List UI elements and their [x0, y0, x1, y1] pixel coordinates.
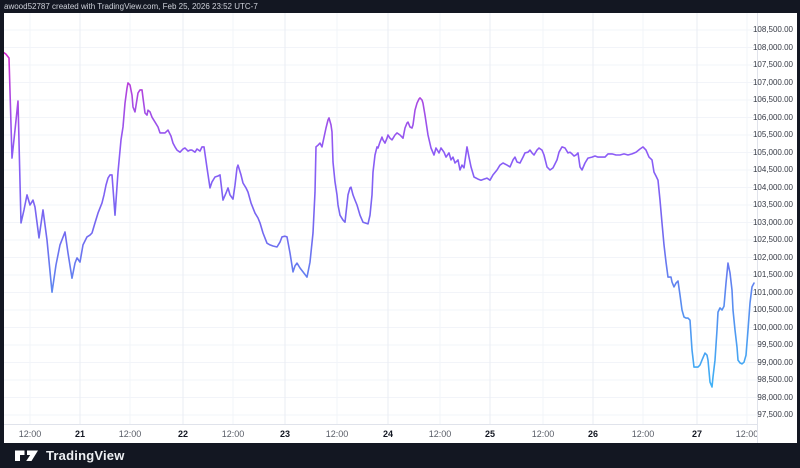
- price-tick-label: 98,500.00: [757, 375, 793, 384]
- time-tick-label-day: 25: [484, 429, 496, 439]
- price-tick-label: 103,000.00: [752, 217, 793, 227]
- price-tick-label: 102,000.00: [752, 252, 793, 262]
- price-tick-label: 105,000.00: [752, 147, 793, 157]
- time-tick-label-day: 21: [74, 429, 86, 439]
- price-tick-label: 104,000.00: [752, 182, 793, 192]
- tradingview-brand-text[interactable]: TradingView: [46, 448, 125, 463]
- price-tick-label: 101,500.00: [752, 270, 793, 279]
- price-tick-label: 105,500.00: [752, 130, 793, 139]
- footer-bar: TradingView: [0, 443, 800, 468]
- left-frame-strip: [0, 13, 4, 443]
- time-tick-label-hour: 12:00: [735, 429, 757, 439]
- price-axis[interactable]: 108,500.00 108,000.00 107,500.00 107,000.00…: [753, 13, 797, 443]
- time-axis[interactable]: 12:00 21 12:00 22 12:00 23 12:00 24 12:00 25 12:00…: [4, 424, 757, 443]
- time-tick-label-day: 24: [382, 429, 394, 439]
- time-tick-label-hour: 12:00: [428, 429, 452, 439]
- price-tick-label: 104,500.00: [752, 165, 793, 174]
- price-tick-label: 99,000.00: [757, 357, 793, 367]
- snapshot-header-bar: awood52787 created with TradingView.com,…: [0, 0, 800, 13]
- time-tick-label-hour: 12:00: [18, 429, 42, 439]
- price-chart-canvas[interactable]: [4, 13, 757, 424]
- tradingview-logo-icon[interactable]: [14, 448, 39, 463]
- price-tick-label: 103,500.00: [752, 200, 793, 209]
- time-tick-label-day: 22: [177, 429, 189, 439]
- grid-lines: [4, 13, 757, 424]
- price-tick-label: 107,500.00: [752, 60, 793, 69]
- price-line-series: [4, 51, 755, 388]
- snapshot-attribution: awood52787 created with TradingView.com,…: [4, 2, 258, 11]
- time-tick-label-hour: 12:00: [221, 429, 245, 439]
- price-tick-label: 101,000.00: [752, 287, 793, 297]
- price-tick-label: 106,500.00: [752, 95, 793, 104]
- price-tick-label: 108,000.00: [752, 42, 793, 52]
- price-tick-label: 108,500.00: [752, 25, 793, 34]
- time-tick-label-hour: 12:00: [531, 429, 555, 439]
- price-tick-label: 97,500.00: [757, 410, 793, 419]
- price-tick-label: 102,500.00: [752, 235, 793, 244]
- right-frame-strip: [797, 13, 800, 443]
- price-tick-label: 107,000.00: [752, 77, 793, 87]
- time-tick-label-hour: 12:00: [631, 429, 655, 439]
- time-tick-label-day: 26: [587, 429, 599, 439]
- time-tick-label-day: 27: [691, 429, 703, 439]
- time-tick-label-day: 23: [279, 429, 291, 439]
- price-tick-label: 100,500.00: [752, 305, 793, 314]
- price-tick-label: 106,000.00: [752, 112, 793, 122]
- price-tick-label: 98,000.00: [757, 392, 793, 402]
- price-tick-label: 99,500.00: [757, 340, 793, 349]
- price-tick-label: 100,000.00: [752, 322, 793, 332]
- time-tick-label-hour: 12:00: [118, 429, 142, 439]
- time-tick-label-hour: 12:00: [325, 429, 349, 439]
